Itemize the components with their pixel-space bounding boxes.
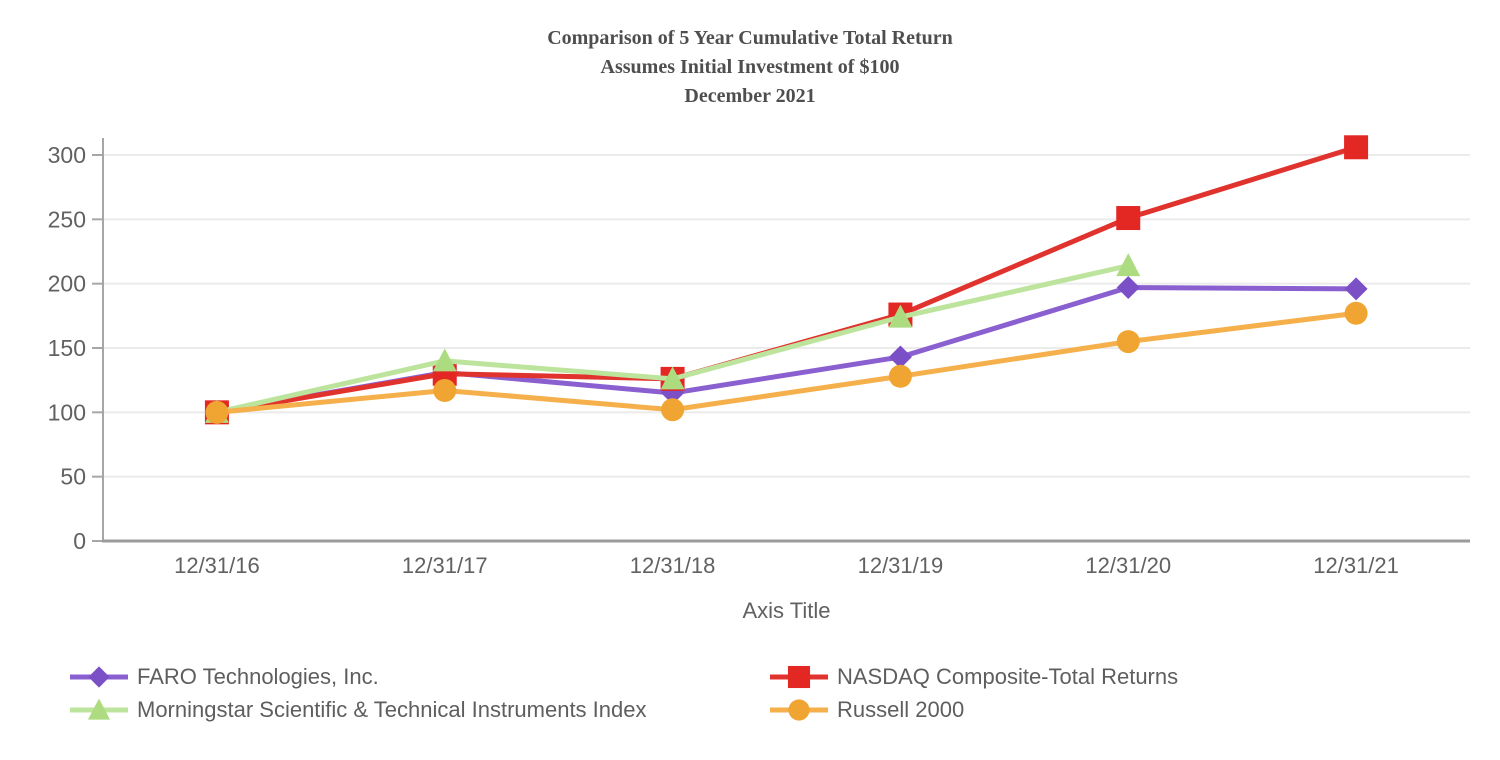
x-tick-label: 12/31/19 xyxy=(858,553,944,578)
x-tick-label: 12/31/16 xyxy=(174,553,260,578)
circle-marker-icon xyxy=(770,696,828,724)
x-tick-label: 12/31/21 xyxy=(1313,553,1399,578)
y-tick-label: 0 xyxy=(73,528,86,554)
legend: FARO Technologies, Inc. NASDAQ Composite… xyxy=(70,660,1178,726)
square-marker-icon xyxy=(770,663,828,691)
chart-title-line-3: December 2021 xyxy=(684,85,816,107)
legend-label: FARO Technologies, Inc. xyxy=(137,663,379,689)
legend-label: NASDAQ Composite-Total Returns xyxy=(837,663,1179,689)
square-marker-icon xyxy=(1344,135,1369,160)
circle-marker-icon xyxy=(1344,301,1368,325)
legend-label: Morningstar Scientific & Technical Instr… xyxy=(137,696,647,722)
triangle-marker-icon xyxy=(432,348,457,372)
triangle-marker-icon xyxy=(1116,253,1141,277)
y-tick-label: 100 xyxy=(48,399,86,425)
y-tick-label: 300 xyxy=(48,142,86,168)
legend-item-russell: Russell 2000 xyxy=(770,693,1178,726)
circle-marker-icon xyxy=(888,364,912,388)
diamond-marker-icon xyxy=(888,345,912,369)
triangle-marker-icon xyxy=(660,366,685,390)
diamond-marker-icon xyxy=(88,665,110,688)
circle-marker-icon xyxy=(1116,330,1140,354)
legend-item-faro: FARO Technologies, Inc. xyxy=(70,660,770,693)
diamond-marker-icon xyxy=(1116,276,1140,300)
x-axis-title: Axis Title xyxy=(742,598,831,623)
triangle-marker-icon xyxy=(87,698,111,720)
legend-item-morningstar: Morningstar Scientific & Technical Instr… xyxy=(70,693,770,726)
y-tick-label: 150 xyxy=(48,335,86,361)
x-tick-label: 12/31/17 xyxy=(402,553,488,578)
circle-marker-icon xyxy=(661,398,685,422)
square-marker-icon xyxy=(787,665,811,688)
x-tick-label: 12/31/18 xyxy=(630,553,716,578)
chart-title: Comparison of 5 Year Cumulative Total Re… xyxy=(0,24,1500,111)
legend-label: Russell 2000 xyxy=(837,696,965,722)
triangle-marker-icon xyxy=(888,304,913,328)
circle-marker-icon xyxy=(433,378,457,402)
y-tick-label: 50 xyxy=(60,464,86,490)
legend-item-nasdaq: NASDAQ Composite-Total Returns xyxy=(770,660,1178,693)
chart-title-line-1: Comparison of 5 Year Cumulative Total Re… xyxy=(547,27,953,49)
circle-marker-icon xyxy=(788,698,810,721)
x-tick-label: 12/31/20 xyxy=(1085,553,1171,578)
square-marker-icon xyxy=(1116,206,1141,231)
y-tick-label: 250 xyxy=(48,206,86,232)
circle-marker-icon xyxy=(205,400,229,424)
series-line-3 xyxy=(214,310,1359,415)
y-tick-label: 200 xyxy=(48,271,86,297)
chart-title-line-2: Assumes Initial Investment of $100 xyxy=(600,56,900,78)
triangle-marker-icon xyxy=(70,696,128,724)
diamond-marker-icon xyxy=(1344,277,1368,301)
plot-area: 0 50 100 150 200 250 300 12/31/16 12/31/17 12/31/… xyxy=(48,135,1470,578)
diamond-marker-icon xyxy=(70,663,128,691)
